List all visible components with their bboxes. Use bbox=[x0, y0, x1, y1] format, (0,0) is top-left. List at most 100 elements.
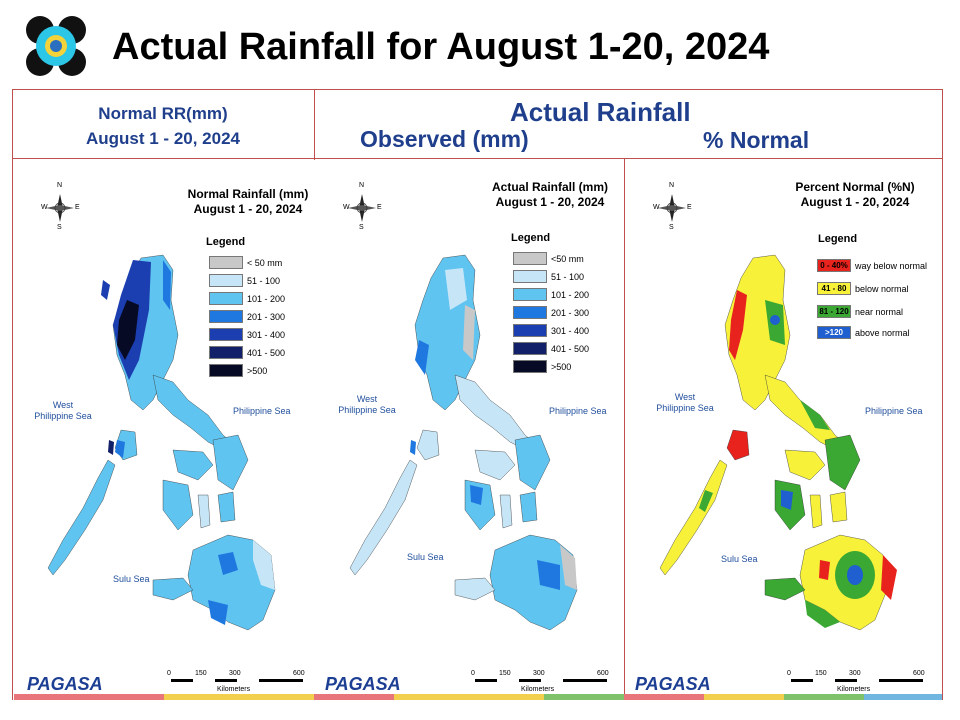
legend-swatch bbox=[209, 346, 243, 359]
scale-tick: 150 bbox=[195, 670, 207, 677]
legend-label: above normal bbox=[855, 327, 910, 338]
compass-e: E bbox=[377, 204, 382, 211]
actual-rainfall-header: Actual Rainfall bbox=[510, 97, 691, 127]
column-divider-2 bbox=[624, 158, 625, 700]
legend-label: near normal bbox=[855, 306, 904, 317]
footer-strip-green bbox=[544, 694, 624, 700]
legend-label: 401 - 500 bbox=[551, 343, 590, 354]
observed-header: Observed (mm) bbox=[360, 126, 529, 152]
legend-label: >500 bbox=[551, 361, 572, 372]
legend-row: 51 - 100 bbox=[513, 270, 584, 283]
pagasa-logo-text: PAGASA bbox=[27, 674, 103, 694]
map-title-line1: Actual Rainfall (mm) bbox=[491, 180, 608, 194]
legend-swatch: 0 - 40% bbox=[817, 259, 851, 272]
legend-title: Legend bbox=[206, 236, 246, 248]
map-title-line2: August 1 - 20, 2024 bbox=[495, 195, 605, 209]
map-title-line2: August 1 - 20, 2024 bbox=[800, 195, 910, 209]
legend-title: Legend bbox=[818, 233, 858, 245]
legend-swatch bbox=[513, 360, 547, 373]
footer-strip-green bbox=[784, 694, 864, 700]
scale-tick: 0 bbox=[167, 670, 171, 677]
legend-label: 101 - 200 bbox=[247, 293, 286, 304]
legend-row: >120 above normal bbox=[817, 326, 910, 339]
compass-rose-icon bbox=[46, 194, 74, 222]
normal-header-line1: Normal RR(mm) bbox=[98, 104, 228, 123]
sea-label-sulu: Sulu Sea bbox=[113, 574, 150, 584]
map-title-line1: Percent Normal (%N) bbox=[795, 180, 915, 194]
percent-normal-map bbox=[659, 254, 897, 631]
scale-tick: 300 bbox=[229, 670, 241, 677]
legend-row: 401 - 500 bbox=[209, 346, 285, 359]
percent-normal-header: % Normal bbox=[703, 127, 810, 153]
sea-label-philippine: Philippine Sea bbox=[549, 406, 607, 416]
legend-row: 401 - 500 bbox=[513, 342, 589, 355]
legend-row: 201 - 300 bbox=[209, 310, 285, 323]
scale-tick: 150 bbox=[499, 670, 511, 677]
compass-rose-icon bbox=[658, 194, 686, 222]
legend-row: 81 - 120 near normal bbox=[817, 305, 903, 318]
scale-bar bbox=[171, 679, 303, 682]
legend-title: Legend bbox=[511, 232, 551, 244]
legend-swatch: 81 - 120 bbox=[817, 305, 851, 318]
legend-row: 41 - 80 below normal bbox=[817, 282, 909, 295]
sea-label-west-1: West bbox=[356, 394, 378, 404]
sea-label-west-1: West bbox=[674, 392, 696, 402]
legend-label: >500 bbox=[247, 365, 268, 376]
footer-strip-yellow bbox=[704, 694, 784, 700]
legend-swatch bbox=[209, 364, 243, 377]
legend-swatch bbox=[209, 274, 243, 287]
pagasa-logo-text: PAGASA bbox=[635, 674, 711, 694]
sea-label-west: West Philippine Sea bbox=[33, 400, 93, 422]
legend-row: 101 - 200 bbox=[209, 292, 285, 305]
legend-label: 301 - 400 bbox=[551, 325, 590, 336]
legend-swatch bbox=[209, 328, 243, 341]
legend-swatch bbox=[209, 310, 243, 323]
scale-tick: 150 bbox=[815, 670, 827, 677]
scale-unit: Kilometers bbox=[521, 686, 555, 693]
legend-swatch bbox=[209, 256, 243, 269]
scale-bar bbox=[791, 679, 923, 682]
scale-tick: 0 bbox=[471, 670, 475, 677]
scale-tick: 300 bbox=[533, 670, 545, 677]
page-title: Actual Rainfall for August 1-20, 2024 bbox=[112, 26, 770, 68]
legend-label: 51 - 100 bbox=[247, 275, 281, 286]
footer-strip-blue bbox=[864, 694, 942, 700]
legend-row: >500 bbox=[513, 360, 571, 373]
map-title-line2: August 1 - 20, 2024 bbox=[193, 202, 303, 216]
scale-bar bbox=[475, 679, 607, 682]
sea-label-west-2: Philippine Sea bbox=[34, 411, 92, 421]
legend-label: 201 - 300 bbox=[551, 307, 590, 318]
legend-label: way below normal bbox=[855, 260, 928, 271]
legend-label: 51 - 100 bbox=[551, 271, 585, 282]
percent-normal-map-panel: Percent Normal (%N) August 1 - 20, 2024 … bbox=[625, 160, 933, 700]
sea-label-west: West Philippine Sea bbox=[337, 394, 397, 416]
scale-tick: 600 bbox=[913, 670, 925, 677]
legend-label: 101 - 200 bbox=[551, 289, 590, 300]
pagasa-seal-logo bbox=[24, 14, 88, 78]
sea-label-philippine: Philippine Sea bbox=[865, 406, 923, 416]
legend-label: 401 - 500 bbox=[247, 347, 286, 358]
legend-swatch bbox=[513, 342, 547, 355]
footer-strip-yellow bbox=[394, 694, 544, 700]
compass-w: W bbox=[343, 204, 350, 211]
legend-swatch bbox=[513, 324, 547, 337]
legend-swatch bbox=[513, 288, 547, 301]
legend-label: 301 - 400 bbox=[247, 329, 286, 340]
compass-s: S bbox=[359, 224, 364, 231]
sea-label-west-1: West bbox=[52, 400, 74, 410]
compass-e: E bbox=[687, 204, 692, 211]
compass-e: E bbox=[75, 204, 80, 211]
compass-n: N bbox=[359, 182, 365, 189]
footer-strip-red bbox=[14, 694, 164, 700]
legend-row: 201 - 300 bbox=[513, 306, 589, 319]
compass-n: N bbox=[57, 182, 63, 189]
legend-row: 101 - 200 bbox=[513, 288, 589, 301]
sea-label-west-2: Philippine Sea bbox=[338, 405, 396, 415]
actual-rainfall-map-panel: Actual Rainfall (mm) August 1 - 20, 2024… bbox=[315, 160, 623, 700]
compass-n: N bbox=[669, 182, 675, 189]
legend-swatch: 41 - 80 bbox=[817, 282, 851, 295]
compass-s: S bbox=[669, 224, 674, 231]
scale-tick: 300 bbox=[849, 670, 861, 677]
legend-label: 201 - 300 bbox=[247, 311, 286, 322]
legend-swatch bbox=[209, 292, 243, 305]
